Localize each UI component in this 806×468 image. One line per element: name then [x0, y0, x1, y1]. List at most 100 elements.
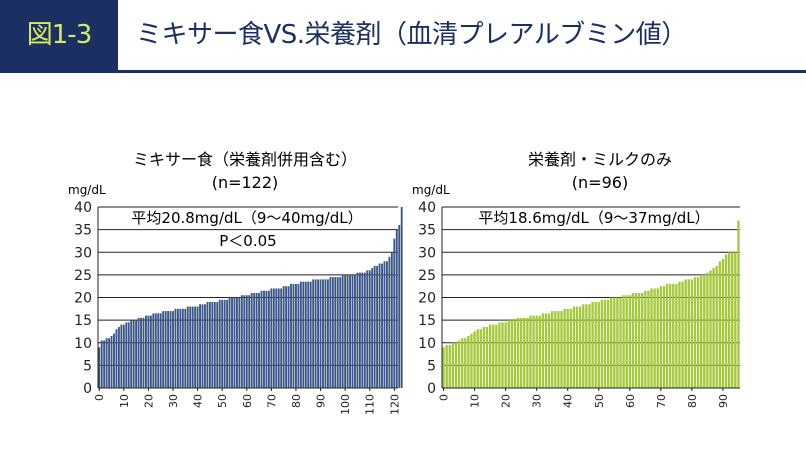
bar — [275, 288, 278, 388]
bar — [563, 308, 566, 388]
x-tick-label: 60 — [624, 394, 637, 408]
bar — [600, 299, 604, 388]
y-tick-label: 20 — [74, 291, 92, 307]
bar — [295, 283, 297, 388]
y-tick-label: 15 — [418, 313, 436, 329]
y-axis-label: mg/dL — [412, 183, 450, 197]
bar — [566, 308, 569, 388]
bar — [120, 324, 123, 388]
bar — [547, 313, 551, 388]
bar — [157, 313, 160, 388]
bar — [448, 345, 451, 388]
x-tick-label: 80 — [686, 394, 699, 408]
bar — [231, 297, 233, 388]
bar — [631, 292, 635, 388]
bar — [476, 329, 479, 388]
bar — [606, 299, 610, 388]
bar — [363, 272, 366, 388]
bar — [206, 302, 209, 388]
bar — [307, 281, 310, 388]
bar — [554, 311, 557, 388]
y-tick-label: 40 — [418, 200, 436, 216]
bar — [724, 254, 728, 388]
bar — [267, 290, 270, 388]
bar — [386, 261, 388, 388]
bar — [277, 288, 280, 388]
bar — [467, 335, 470, 388]
bar — [706, 272, 709, 388]
bar — [216, 302, 219, 388]
bar — [270, 288, 273, 388]
bar — [535, 315, 538, 388]
bar — [715, 265, 718, 388]
bar — [329, 277, 332, 388]
bar — [341, 274, 344, 388]
bar — [184, 308, 187, 388]
bar — [523, 317, 526, 388]
bar — [625, 295, 628, 388]
bar — [400, 207, 403, 388]
bar — [356, 272, 359, 388]
bar — [681, 281, 684, 388]
y-tick-label: 25 — [418, 268, 436, 284]
bar — [304, 281, 307, 388]
bar — [272, 288, 275, 388]
bar — [326, 279, 329, 388]
bar — [647, 290, 650, 388]
bar — [613, 297, 616, 388]
mean-annotation: 平均20.8mg/dL（9～40mg/dL） — [131, 209, 362, 227]
bar — [145, 315, 147, 388]
bar — [258, 292, 260, 388]
bar — [709, 270, 712, 388]
bar — [734, 252, 737, 388]
bar — [544, 313, 548, 388]
bar — [110, 335, 113, 388]
bar — [140, 317, 142, 388]
bar — [495, 324, 498, 388]
bar — [248, 295, 251, 388]
x-tick-label: 20 — [500, 394, 513, 408]
bar — [132, 320, 135, 388]
bar — [176, 308, 179, 388]
bar — [113, 333, 115, 388]
x-tick-label: 120 — [388, 394, 401, 415]
x-tick-label: 40 — [562, 394, 575, 408]
bar — [285, 286, 288, 388]
chart-nutrient-only: 栄養剤・ミルクのみ (n=96) mg/dL 05101520253035400… — [412, 150, 740, 408]
bar — [513, 320, 517, 388]
bar — [233, 297, 236, 388]
x-tick-label: 40 — [192, 394, 205, 408]
bar — [510, 320, 514, 388]
bar — [108, 338, 110, 388]
p-value-annotation: P＜0.05 — [219, 232, 276, 250]
bar — [366, 270, 369, 388]
bar — [344, 274, 347, 388]
bar — [569, 308, 573, 388]
bar — [653, 288, 656, 388]
bar — [287, 286, 290, 388]
x-tick-label: 110 — [364, 394, 377, 415]
bar — [641, 292, 644, 388]
bar — [373, 265, 376, 388]
bar — [309, 281, 312, 388]
bar — [137, 317, 140, 388]
bar — [201, 304, 204, 388]
bar — [125, 322, 128, 388]
bar — [127, 322, 130, 388]
x-tick-label: 90 — [717, 394, 730, 408]
x-tick-label: 10 — [469, 394, 482, 408]
bar — [117, 326, 120, 388]
bar — [485, 326, 489, 388]
y-tick-label: 0 — [427, 381, 436, 397]
bar — [354, 274, 356, 388]
bar — [152, 313, 155, 388]
y-tick-label: 35 — [74, 223, 92, 239]
bar — [442, 347, 445, 388]
bar — [451, 342, 455, 388]
bar — [390, 252, 393, 388]
bar — [255, 292, 258, 388]
bar — [164, 311, 167, 388]
bar — [358, 272, 361, 388]
chart-title: 栄養剤・ミルクのみ — [528, 150, 672, 169]
